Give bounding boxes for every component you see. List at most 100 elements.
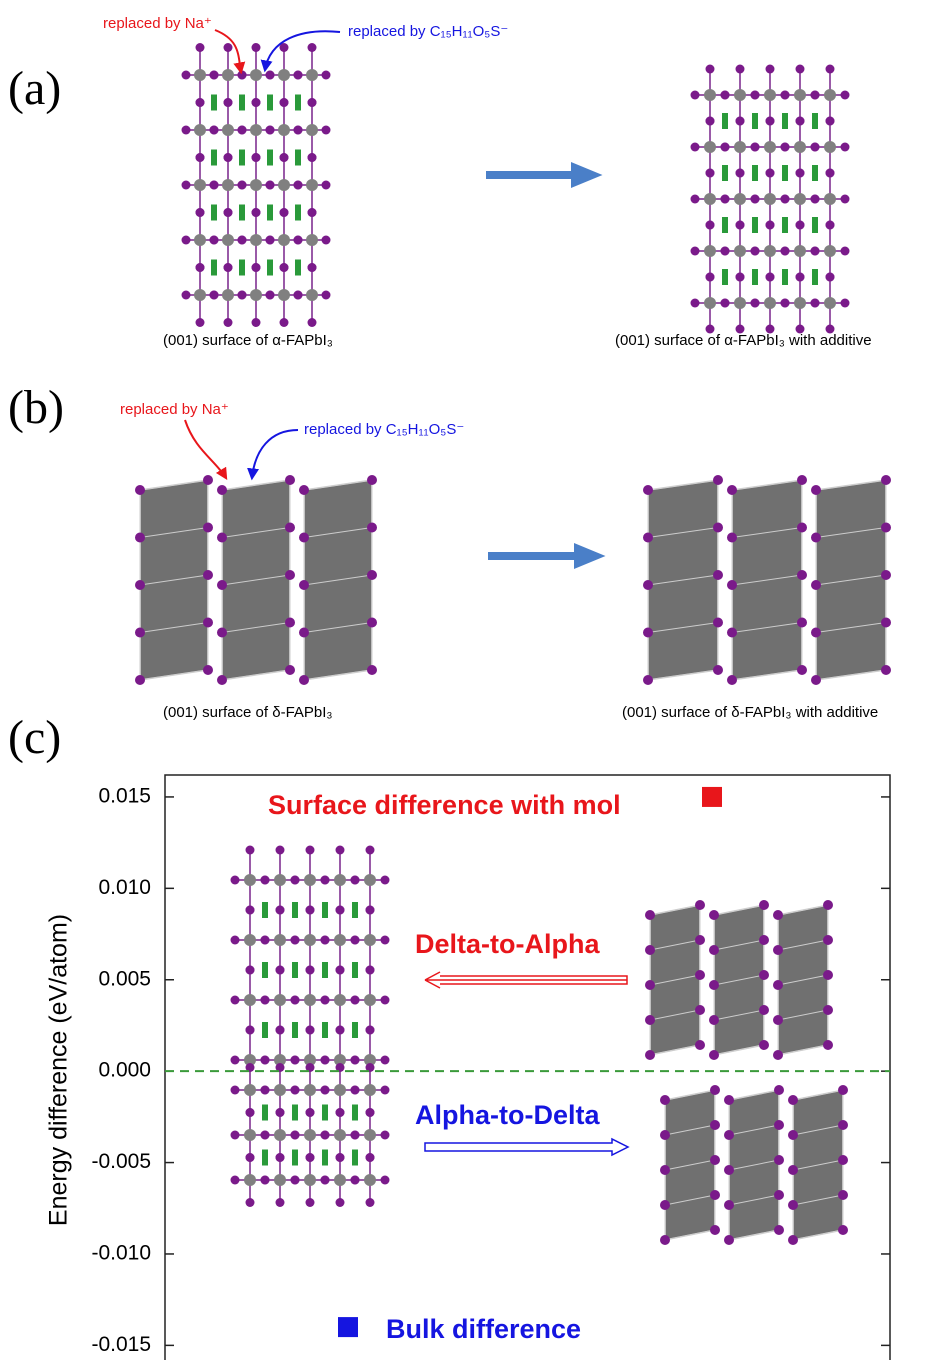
molecule: [267, 205, 273, 221]
atom: [788, 1165, 798, 1175]
atom: [306, 1108, 315, 1117]
atom: [727, 628, 737, 638]
atom: [217, 533, 227, 543]
atom: [691, 91, 700, 100]
molecule: [267, 95, 273, 111]
atom: [276, 846, 285, 855]
atom: [811, 299, 820, 308]
atom: [210, 236, 219, 245]
atom: [751, 195, 760, 204]
atom: [781, 195, 790, 204]
atom: [321, 1086, 330, 1095]
atom: [841, 91, 850, 100]
atom: [334, 1174, 346, 1186]
atom: [796, 65, 805, 74]
atom: [336, 1153, 345, 1162]
atom: [250, 124, 262, 136]
atom: [727, 675, 737, 685]
atom: [773, 980, 783, 990]
molecule: [239, 205, 245, 221]
atom: [261, 1176, 270, 1185]
atom: [824, 193, 836, 205]
atom: [336, 906, 345, 915]
molecule: [812, 165, 818, 181]
atom: [203, 665, 213, 675]
molecule: [752, 217, 758, 233]
atom: [351, 936, 360, 945]
atom: [367, 618, 377, 628]
atom: [364, 1084, 376, 1096]
atom: [291, 876, 300, 885]
atom: [252, 318, 261, 327]
atom: [321, 1131, 330, 1140]
atom: [766, 65, 775, 74]
atom: [706, 273, 715, 282]
atom: [203, 570, 213, 580]
atom: [764, 245, 776, 257]
y-tick-label: -0.015: [91, 1333, 151, 1356]
atom: [280, 98, 289, 107]
atom: [291, 996, 300, 1005]
arrow: [425, 1139, 628, 1155]
atom: [280, 263, 289, 272]
atom: [645, 1015, 655, 1025]
atom: [811, 143, 820, 152]
atom: [304, 994, 316, 1006]
atom: [196, 208, 205, 217]
molecule: [262, 1105, 268, 1121]
atom: [274, 874, 286, 886]
atom: [231, 1131, 240, 1140]
atom: [306, 69, 318, 81]
atom: [367, 475, 377, 485]
atom: [381, 936, 390, 945]
molecule: [267, 150, 273, 166]
atom: [304, 874, 316, 886]
molecule: [812, 269, 818, 285]
atom: [222, 234, 234, 246]
atom: [881, 475, 891, 485]
y-axis-label: Energy difference (eV/atom): [45, 914, 73, 1226]
pointer: [252, 430, 298, 478]
atom: [736, 221, 745, 230]
atom: [294, 71, 303, 80]
plot-frame: [165, 775, 890, 1360]
atom: [224, 208, 233, 217]
atom: [294, 181, 303, 190]
atom: [727, 533, 737, 543]
atom: [278, 234, 290, 246]
atom: [695, 1040, 705, 1050]
atom: [774, 1120, 784, 1130]
molecule: [295, 95, 301, 111]
atom: [304, 934, 316, 946]
atom: [334, 874, 346, 886]
atom: [304, 1174, 316, 1186]
atom: [841, 299, 850, 308]
molecule: [352, 1105, 358, 1121]
atom: [278, 179, 290, 191]
atom: [231, 936, 240, 945]
atom: [759, 935, 769, 945]
atom: [321, 876, 330, 885]
molecule: [292, 902, 298, 918]
panel-label: (c): [8, 711, 61, 764]
atom: [182, 291, 191, 300]
atom: [299, 485, 309, 495]
atom: [811, 91, 820, 100]
annotation: replaced by Na⁺: [120, 401, 229, 418]
atom: [261, 1131, 270, 1140]
atom: [291, 936, 300, 945]
atom: [321, 1056, 330, 1065]
atom: [135, 628, 145, 638]
atom: [710, 1190, 720, 1200]
atom: [823, 1040, 833, 1050]
molecule: [722, 269, 728, 285]
atom: [321, 936, 330, 945]
molecule: [262, 962, 268, 978]
y-tick-label: 0.015: [98, 784, 151, 807]
atom: [261, 1086, 270, 1095]
molecule: [782, 217, 788, 233]
atom: [322, 71, 331, 80]
atom: [222, 124, 234, 136]
atom: [246, 1108, 255, 1117]
atom: [250, 179, 262, 191]
